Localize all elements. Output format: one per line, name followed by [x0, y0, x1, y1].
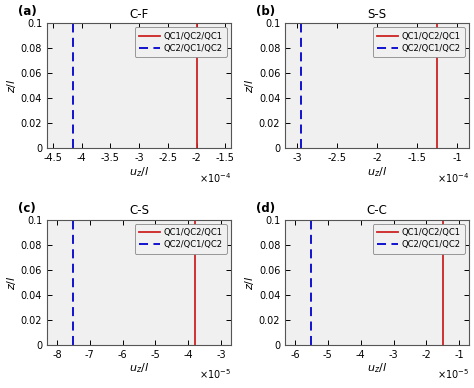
- Text: (c): (c): [18, 202, 35, 215]
- Y-axis label: $z/l$: $z/l$: [5, 78, 18, 93]
- Text: $\times10^{-4}$: $\times10^{-4}$: [199, 171, 231, 185]
- Text: $\times10^{-4}$: $\times10^{-4}$: [437, 171, 469, 185]
- Y-axis label: $z/l$: $z/l$: [5, 275, 18, 289]
- Legend: QC1/QC2/QC1, QC2/QC1/QC2: QC1/QC2/QC1, QC2/QC1/QC2: [135, 224, 227, 253]
- X-axis label: $u_z/l$: $u_z/l$: [129, 361, 149, 375]
- Text: (d): (d): [255, 202, 275, 215]
- X-axis label: $u_z/l$: $u_z/l$: [129, 165, 149, 178]
- Legend: QC1/QC2/QC1, QC2/QC1/QC2: QC1/QC2/QC1, QC2/QC1/QC2: [373, 224, 465, 253]
- Y-axis label: $z/l$: $z/l$: [243, 275, 256, 289]
- Title: C-F: C-F: [129, 8, 149, 21]
- Title: C-S: C-S: [129, 204, 149, 217]
- Legend: QC1/QC2/QC1, QC2/QC1/QC2: QC1/QC2/QC1, QC2/QC1/QC2: [135, 28, 227, 57]
- Text: (a): (a): [18, 5, 36, 18]
- Y-axis label: $z/l$: $z/l$: [243, 78, 256, 93]
- X-axis label: $u_z/l$: $u_z/l$: [367, 361, 387, 375]
- Text: $\times10^{-5}$: $\times10^{-5}$: [437, 367, 469, 381]
- X-axis label: $u_z/l$: $u_z/l$: [367, 165, 387, 178]
- Title: C-C: C-C: [367, 204, 388, 217]
- Text: (b): (b): [255, 5, 275, 18]
- Text: $\times10^{-5}$: $\times10^{-5}$: [199, 367, 231, 381]
- Legend: QC1/QC2/QC1, QC2/QC1/QC2: QC1/QC2/QC1, QC2/QC1/QC2: [373, 28, 465, 57]
- Title: S-S: S-S: [367, 8, 387, 21]
